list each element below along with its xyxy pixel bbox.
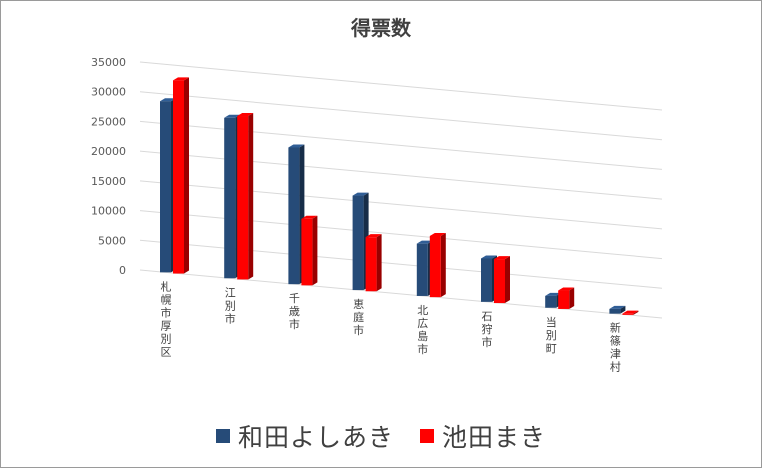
category-label: 北広島市 (417, 304, 428, 356)
bar-front (481, 258, 492, 302)
category-label: 千歳市 (289, 292, 300, 331)
bar-top (288, 144, 305, 148)
bar-front (352, 195, 364, 291)
bar-front (160, 101, 171, 273)
y-tick-label: 5000 (98, 234, 126, 247)
bar-side (312, 215, 318, 286)
bar-side (620, 305, 626, 314)
bar-front (545, 295, 557, 308)
bar-1-8 (609, 305, 626, 314)
bar-side (376, 234, 382, 292)
bar-side (440, 232, 446, 298)
category-label: 札幌市厚別区 (161, 280, 172, 358)
bar-top (365, 234, 382, 238)
y-tick-label: 30000 (91, 86, 126, 99)
gridline (139, 239, 663, 289)
gridline (139, 210, 663, 260)
bar-top (545, 292, 562, 296)
gridline (139, 91, 663, 141)
category-label: 新篠津村 (610, 321, 621, 374)
bar-top (352, 192, 369, 196)
bar-top (609, 305, 626, 309)
bar-top (494, 256, 510, 260)
bar-front (237, 116, 249, 280)
chart-title: 得票数 (351, 16, 411, 40)
y-axis-ticks: 35000 30000 25000 20000 15000 10000 5000 0 (91, 56, 126, 277)
gridlines (139, 61, 663, 319)
bar-top (237, 113, 254, 117)
bar-2-4 (365, 234, 382, 292)
bar-front (173, 80, 184, 274)
legend-label-series-2: 池田まき (442, 423, 547, 452)
y-tick-label: 0 (119, 264, 126, 277)
bar-front (494, 259, 505, 304)
bar-2-1 (173, 77, 189, 274)
bar-top (429, 232, 446, 236)
bar-2-3 (301, 215, 318, 286)
bar-top (558, 287, 575, 291)
bar-top (622, 310, 639, 314)
category-label: 江別市 (225, 286, 236, 325)
bar-front (288, 147, 300, 285)
bar-top (224, 114, 241, 118)
bar-side (184, 77, 189, 274)
gridline (139, 120, 663, 170)
bar-side (505, 256, 510, 304)
bar-top (301, 215, 318, 219)
gridline (139, 180, 663, 230)
bar-front (609, 308, 621, 314)
gridline (139, 150, 663, 200)
bar-front (416, 243, 428, 296)
bar-front (558, 290, 570, 309)
bar-front (622, 313, 634, 315)
bar-side (248, 113, 254, 280)
bar-2-2 (237, 113, 254, 280)
bar-top (173, 77, 189, 81)
bar-2-8 (622, 310, 639, 315)
bar-top (416, 240, 433, 244)
bar-top (160, 98, 176, 102)
x-axis-categories: 札幌市厚別区 江別市 千歳市 恵庭市 北広島市 石狩市 当別町 新篠津村 (161, 280, 621, 373)
bar-side (633, 310, 639, 315)
bar-side (569, 287, 575, 309)
category-label: 恵庭市 (353, 297, 364, 337)
gridline (139, 269, 663, 319)
bar-front (365, 237, 377, 292)
y-tick-label: 10000 (91, 205, 126, 218)
y-tick-label: 15000 (91, 175, 126, 188)
y-tick-label: 35000 (91, 56, 126, 69)
bar-front (429, 235, 441, 298)
legend-item-series-1: 和田よしあき (215, 418, 394, 454)
legend-swatch-series-2 (420, 429, 434, 443)
gridline (139, 61, 663, 111)
legend: 和田よしあき 池田まき (0, 418, 762, 454)
bar-front (224, 117, 236, 279)
legend-swatch-series-1 (215, 429, 230, 443)
y-tick-label: 20000 (91, 145, 126, 158)
legend-label-series-1: 和田よしあき (237, 423, 394, 452)
bar-front (301, 218, 313, 286)
bar-top (481, 255, 497, 259)
y-tick-label: 25000 (91, 115, 126, 128)
category-label: 当別町 (546, 315, 557, 355)
bar-2-6 (494, 256, 510, 304)
bars (160, 77, 639, 315)
bar-2-7 (558, 287, 575, 309)
bar-2-5 (429, 232, 446, 298)
category-label: 石狩市 (482, 310, 493, 349)
legend-item-series-2: 池田まき (420, 418, 546, 454)
